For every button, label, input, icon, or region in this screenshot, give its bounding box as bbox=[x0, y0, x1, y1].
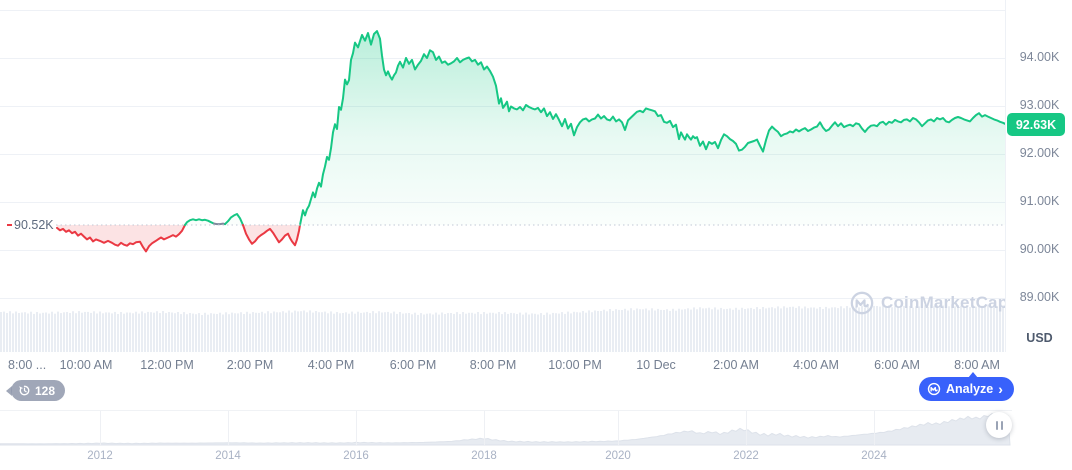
y-axis-unit-label: USD bbox=[1026, 331, 1053, 345]
x-axis-tick: 10:00 AM bbox=[59, 358, 113, 372]
coinmarketcap-logo-icon bbox=[927, 382, 941, 396]
year-label: 2024 bbox=[861, 450, 887, 462]
x-axis: 8:00 ... 10:00 AM 12:00 PM 2:00 PM 4:00 PM 6:… bbox=[0, 358, 1005, 374]
year-label: 2018 bbox=[471, 450, 497, 462]
current-price-badge: 92.63K bbox=[1007, 113, 1065, 136]
grip-icon bbox=[995, 420, 998, 430]
y-axis-tick: 89.00K bbox=[1019, 290, 1060, 304]
minimap-chart[interactable] bbox=[0, 411, 1012, 446]
x-axis-tick: 2:00 AM bbox=[713, 358, 759, 372]
x-axis-tick: 10:00 PM bbox=[548, 358, 602, 372]
analyze-button-label: Analyze bbox=[946, 382, 994, 396]
history-count-label: 128 bbox=[35, 383, 56, 398]
y-axis-tick: 91.00K bbox=[1019, 194, 1060, 208]
year-gridline bbox=[228, 411, 229, 446]
x-axis-tick: 12:00 PM bbox=[140, 358, 194, 372]
x-axis-tick: 6:00 AM bbox=[874, 358, 920, 372]
history-icon bbox=[19, 385, 30, 396]
year-axis: 2012 2014 2016 2018 2020 2022 2024 bbox=[0, 450, 1005, 464]
y-axis-tick: 90.00K bbox=[1019, 242, 1060, 256]
baseline-price-label: 90.52K bbox=[14, 218, 54, 232]
year-gridline bbox=[874, 411, 875, 446]
x-axis-tick: 4:00 PM bbox=[307, 358, 355, 372]
coinmarketcap-watermark: CoinMarketCap bbox=[849, 290, 1008, 316]
history-count-badge[interactable]: 128 bbox=[5, 380, 66, 401]
year-label: 2016 bbox=[343, 450, 369, 462]
y-axis-tick: 92.00K bbox=[1019, 146, 1060, 160]
price-chart[interactable] bbox=[0, 0, 1005, 352]
year-label: 2020 bbox=[605, 450, 631, 462]
year-gridline bbox=[484, 411, 485, 446]
analyze-button[interactable]: Analyze › bbox=[919, 372, 1014, 401]
y-axis: 94.00K 93.00K 92.00K 91.00K 90.00K 89.00K USD bbox=[1005, 0, 1072, 352]
chevron-right-icon: › bbox=[998, 380, 1003, 397]
year-gridline bbox=[746, 411, 747, 446]
x-axis-tick: 8:00 AM bbox=[954, 358, 1000, 372]
grip-icon bbox=[1000, 420, 1003, 430]
price-area-fills bbox=[57, 31, 1005, 252]
year-label: 2022 bbox=[733, 450, 759, 462]
year-gridline bbox=[100, 411, 101, 446]
year-gridline bbox=[618, 411, 619, 446]
y-axis-tick: 94.00K bbox=[1019, 50, 1060, 64]
minimap-area bbox=[0, 413, 1011, 446]
y-axis-tick: 93.00K bbox=[1019, 98, 1060, 112]
baseline-tick-icon bbox=[7, 224, 12, 226]
x-axis-tick: 8:00 ... bbox=[8, 358, 47, 372]
x-axis-tick: 8:00 PM bbox=[469, 358, 517, 372]
x-axis-tick: 6:00 PM bbox=[389, 358, 437, 372]
coinmarketcap-logo-icon bbox=[850, 291, 874, 315]
date-range-slider[interactable] bbox=[0, 410, 1012, 446]
slider-handle[interactable] bbox=[986, 412, 1012, 438]
watermark-text: CoinMarketCap bbox=[881, 293, 1009, 312]
volume-bars bbox=[0, 304, 1004, 352]
x-axis-tick: 10 Dec bbox=[636, 358, 676, 372]
year-gridline bbox=[356, 411, 357, 446]
price-line bbox=[56, 30, 1005, 253]
year-label: 2012 bbox=[87, 450, 113, 462]
year-label: 2014 bbox=[215, 450, 241, 462]
x-axis-tick: 4:00 AM bbox=[793, 358, 839, 372]
x-axis-tick: 2:00 PM bbox=[226, 358, 274, 372]
